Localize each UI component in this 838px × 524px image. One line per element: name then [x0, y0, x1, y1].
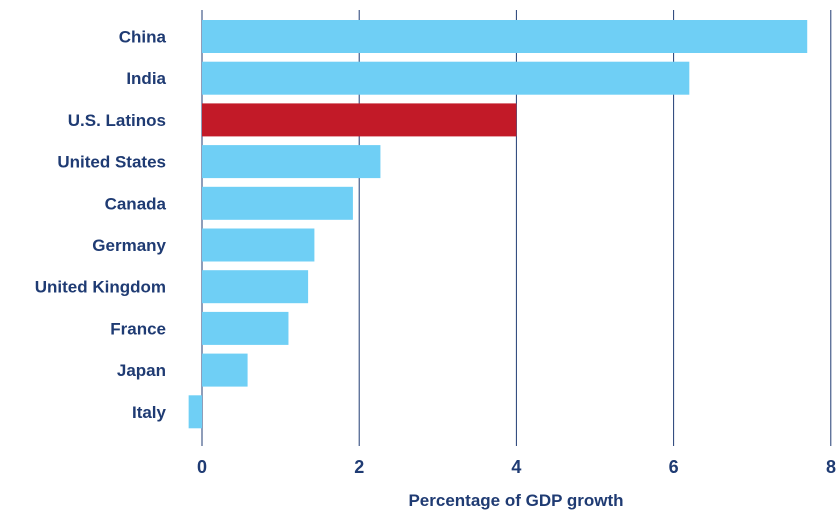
- category-label: Japan: [117, 361, 166, 380]
- category-label: U.S. Latinos: [68, 111, 166, 130]
- x-tick-labels: 0 2 4 6 8: [197, 457, 836, 477]
- category-label: United Kingdom: [35, 278, 166, 297]
- category-label: Italy: [132, 403, 167, 422]
- x-tick-label: 6: [669, 457, 679, 477]
- bar-france: [202, 311, 289, 345]
- bar-germany: [202, 228, 315, 262]
- bar-china: [202, 20, 808, 53]
- bar-japan: [202, 353, 248, 387]
- category-label: United States: [57, 153, 166, 172]
- x-axis-title: Percentage of GDP growth: [408, 491, 623, 510]
- category-labels: China India U.S. Latinos United States Canad…: [35, 28, 167, 422]
- category-label: China: [119, 28, 167, 47]
- category-label: Canada: [105, 194, 167, 213]
- bar-u-s-latinos: [202, 103, 517, 137]
- bar-canada: [202, 186, 353, 220]
- x-tick-label: 0: [197, 457, 207, 477]
- bar-united-kingdom: [202, 270, 309, 304]
- bar-india: [202, 61, 690, 95]
- category-label: Germany: [92, 236, 166, 255]
- category-label: India: [126, 69, 166, 88]
- bar-united-states: [202, 145, 381, 179]
- bars: [188, 20, 808, 429]
- x-tick-label: 2: [354, 457, 364, 477]
- bar-italy: [188, 395, 202, 429]
- category-label: France: [110, 319, 166, 338]
- x-tick-label: 4: [511, 457, 521, 477]
- x-tick-label: 8: [826, 457, 836, 477]
